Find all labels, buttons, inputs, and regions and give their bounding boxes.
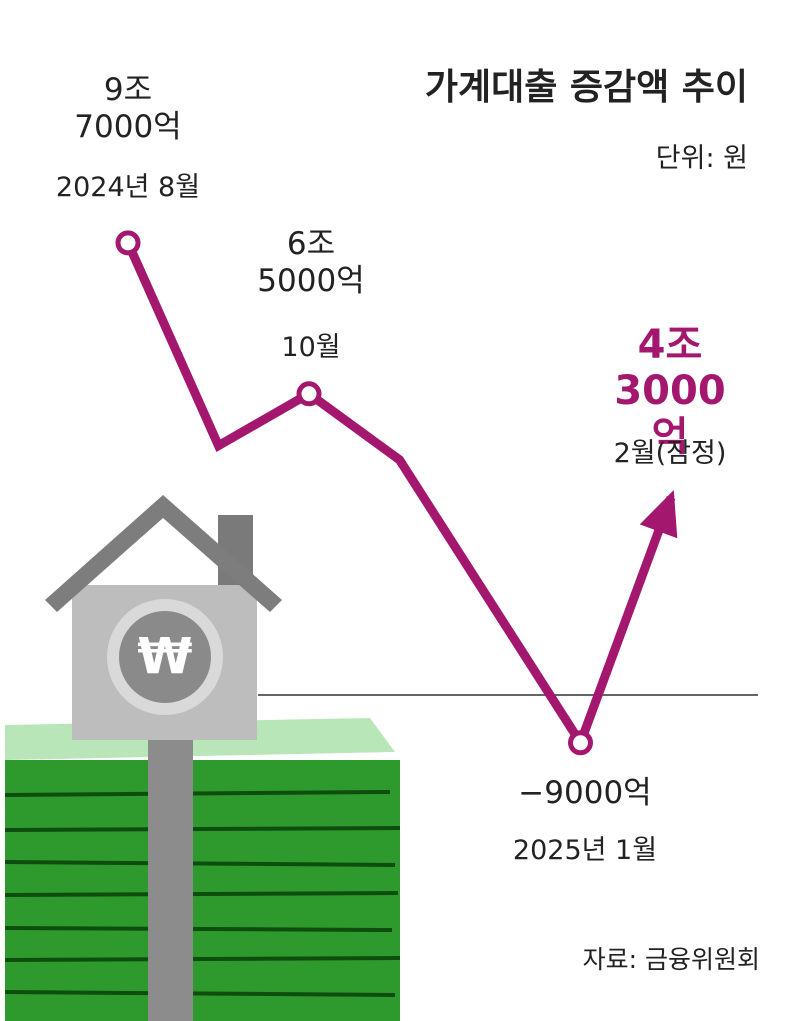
point — [296, 381, 322, 407]
point — [115, 230, 141, 256]
category-label: 2025년 1월 — [512, 835, 658, 866]
source: 자료: 금융위원회 — [582, 945, 760, 974]
value-label: −9000억 — [518, 775, 652, 811]
value-label: 9조 7000억 — [74, 72, 182, 146]
point — [568, 730, 593, 756]
category-label: 10월 — [281, 332, 341, 363]
money-stack — [5, 760, 400, 1021]
title: 가계대출 증감액 추이 — [424, 67, 748, 108]
category-label: 2024년 8월 — [55, 172, 201, 203]
coin — [119, 611, 211, 703]
money-edges — [4, 790, 401, 997]
category-label: 2월(잠정) — [613, 438, 727, 469]
value-label: 4조 3000억 — [614, 322, 726, 460]
strap — [148, 735, 193, 1021]
roof — [45, 495, 282, 612]
illustration: ₩ — [4, 495, 758, 1021]
arrow-head — [639, 490, 678, 539]
won-icon: ₩ — [137, 628, 192, 686]
value-label: 6조 5000억 — [257, 226, 365, 300]
unit: 단위: 원 — [655, 143, 748, 174]
